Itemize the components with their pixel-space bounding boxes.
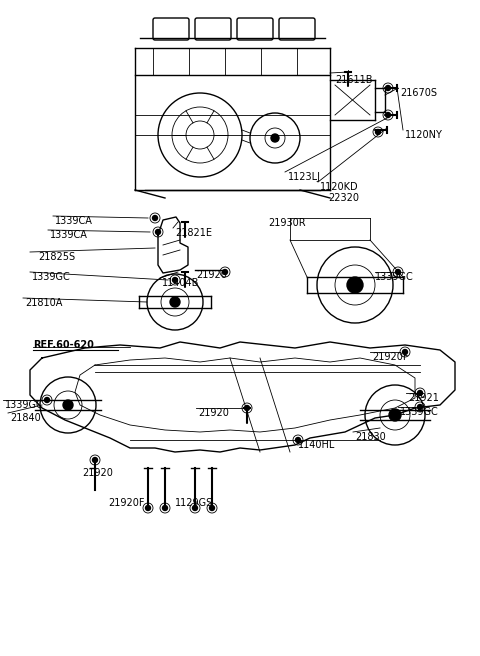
Circle shape: [170, 297, 180, 307]
Text: 1339CA: 1339CA: [55, 216, 93, 226]
Text: 1339GC: 1339GC: [5, 400, 44, 410]
Text: 21920F: 21920F: [372, 352, 408, 362]
Text: 21921: 21921: [408, 393, 439, 403]
Circle shape: [45, 398, 49, 403]
Circle shape: [163, 506, 168, 510]
Circle shape: [63, 400, 73, 410]
Circle shape: [296, 438, 300, 443]
Text: 21920: 21920: [198, 408, 229, 418]
Circle shape: [385, 85, 391, 91]
Text: 1339GC: 1339GC: [400, 407, 439, 417]
Circle shape: [347, 277, 363, 293]
Text: 21825S: 21825S: [38, 252, 75, 262]
Circle shape: [375, 129, 381, 134]
Circle shape: [385, 112, 391, 117]
Text: 21840: 21840: [10, 413, 41, 423]
Text: 21920F: 21920F: [108, 498, 144, 508]
Circle shape: [418, 390, 422, 396]
Text: 21611B: 21611B: [335, 75, 372, 85]
Text: 21920: 21920: [82, 468, 113, 478]
Text: 21930R: 21930R: [268, 218, 306, 228]
Circle shape: [172, 277, 178, 283]
Circle shape: [389, 409, 401, 421]
Text: 21920: 21920: [196, 270, 227, 280]
Text: 1339GC: 1339GC: [32, 272, 71, 282]
Circle shape: [418, 405, 422, 409]
Circle shape: [244, 405, 250, 411]
Text: 11404B: 11404B: [162, 278, 199, 288]
Text: REF.60-620: REF.60-620: [33, 340, 94, 350]
Circle shape: [153, 216, 157, 220]
Circle shape: [156, 230, 160, 234]
Text: 22320: 22320: [328, 193, 359, 203]
Circle shape: [403, 350, 408, 354]
Text: 1339GC: 1339GC: [375, 272, 414, 282]
Circle shape: [145, 506, 151, 510]
Text: 1339CA: 1339CA: [50, 230, 88, 240]
Circle shape: [396, 270, 400, 274]
Text: 1123LJ: 1123LJ: [288, 172, 321, 182]
Text: 21670S: 21670S: [400, 88, 437, 98]
Circle shape: [192, 506, 197, 510]
Text: 21810A: 21810A: [25, 298, 62, 308]
Text: 1129GS: 1129GS: [175, 498, 213, 508]
Text: 1140HL: 1140HL: [298, 440, 336, 450]
Circle shape: [271, 134, 279, 142]
Text: 1120NY: 1120NY: [405, 130, 443, 140]
Circle shape: [93, 457, 97, 462]
Text: 1120KD: 1120KD: [320, 182, 359, 192]
Text: 21821E: 21821E: [175, 228, 212, 238]
Circle shape: [223, 270, 228, 274]
Text: 21830: 21830: [355, 432, 386, 442]
Circle shape: [209, 506, 215, 510]
